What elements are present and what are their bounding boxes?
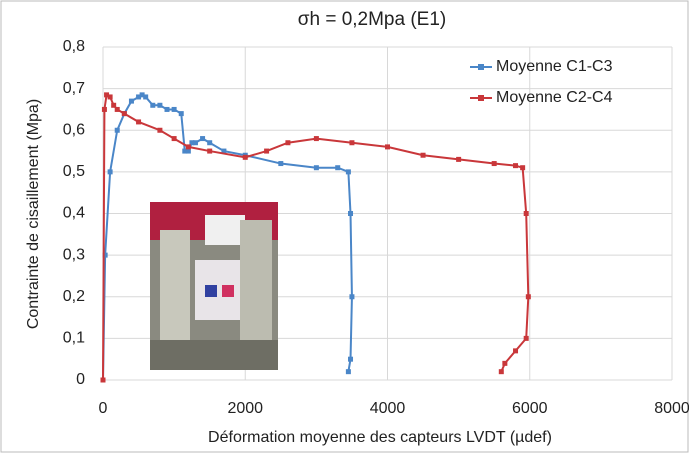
point: [182, 148, 188, 154]
point: [171, 136, 177, 142]
legend-label: Moyenne C1-C3: [496, 58, 613, 75]
y-tick-label: 0: [76, 371, 85, 388]
point: [525, 294, 531, 300]
point: [111, 102, 117, 108]
point: [264, 148, 270, 154]
point: [157, 127, 163, 133]
point: [498, 369, 504, 375]
plot: [100, 92, 531, 383]
point: [523, 211, 529, 216]
point: [385, 144, 390, 150]
point: [101, 106, 107, 112]
point: [349, 294, 355, 300]
y-tick-label: 0,1: [63, 330, 85, 347]
point: [285, 140, 291, 146]
point: [456, 156, 462, 162]
y-tick-label: 0,7: [63, 80, 85, 97]
point: [150, 102, 156, 108]
point: [164, 106, 170, 112]
y-tick-label: 0,5: [63, 163, 85, 180]
x-tick-label: 0: [99, 400, 108, 417]
x-tick-label: 6000: [512, 400, 548, 417]
point: [520, 165, 526, 171]
point: [157, 102, 163, 108]
y-tick-label: 0,8: [63, 38, 85, 55]
chart-title: σh = 0,2Mpa (E1): [298, 9, 447, 30]
point: [104, 92, 110, 98]
point: [513, 163, 519, 169]
point: [221, 148, 227, 154]
point: [242, 154, 248, 160]
point: [278, 161, 284, 167]
point: [207, 148, 213, 154]
point: [523, 335, 529, 341]
point: [349, 140, 355, 146]
y-tick-label: 0,6: [63, 121, 85, 138]
point: [107, 94, 113, 100]
point: [107, 169, 113, 175]
point: [420, 152, 426, 158]
point: [313, 136, 319, 142]
x-axis-label: Déformation moyenne des capteurs LVDT (µ…: [208, 429, 552, 446]
point: [345, 369, 351, 375]
inset-photo: [150, 202, 278, 370]
x-tick-label: 4000: [370, 400, 406, 417]
legend-marker: [478, 95, 484, 101]
point: [178, 111, 184, 117]
x-tick-label: 8000: [654, 400, 689, 417]
point: [192, 140, 198, 146]
point: [114, 106, 120, 112]
y-tick-label: 0,3: [63, 246, 85, 263]
point: [114, 127, 120, 133]
point: [143, 94, 149, 100]
point: [313, 165, 319, 171]
point: [207, 140, 213, 146]
point: [491, 161, 497, 167]
point: [345, 169, 351, 175]
point: [136, 119, 142, 125]
point: [200, 136, 206, 142]
point: [185, 148, 191, 154]
x-tick-label: 2000: [227, 400, 263, 417]
point: [136, 94, 142, 100]
point: [348, 356, 354, 362]
point: [189, 140, 195, 146]
point: [335, 165, 341, 171]
point: [102, 252, 108, 258]
legend-label: Moyenne C2-C4: [496, 89, 613, 106]
point: [121, 111, 127, 117]
point: [513, 348, 519, 354]
y-tick-label: 0,2: [63, 288, 85, 305]
legend-marker: [478, 64, 484, 70]
point: [139, 92, 145, 98]
point: [185, 144, 191, 150]
y-tick-label: 0,4: [63, 205, 85, 222]
point: [171, 106, 177, 112]
y-axis-label: Contrainte de cisaillement (Mpa): [25, 99, 42, 329]
point: [502, 360, 508, 366]
point: [128, 98, 134, 104]
point: [348, 211, 354, 216]
point: [100, 377, 106, 383]
